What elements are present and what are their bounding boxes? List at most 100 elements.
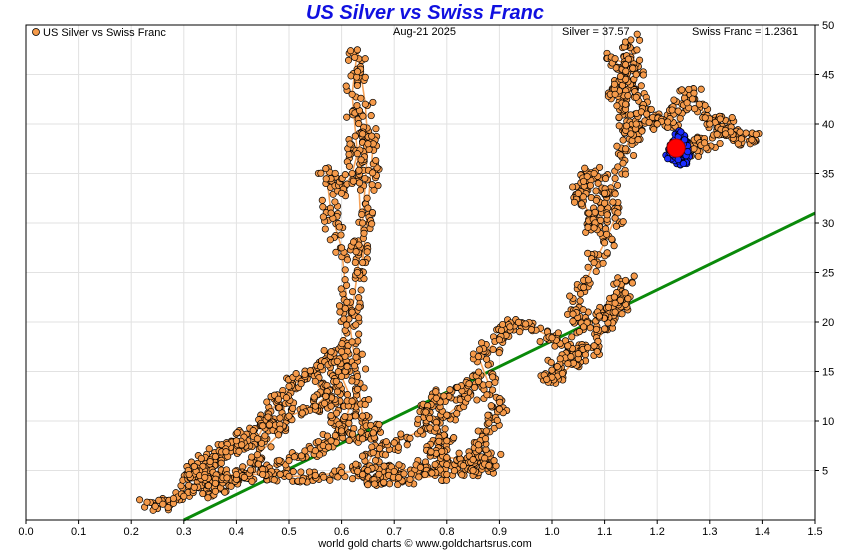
data-point [353, 101, 361, 110]
data-point [316, 451, 324, 459]
data-point [681, 136, 689, 144]
data-point [601, 325, 609, 333]
data-point [276, 470, 284, 478]
data-point [627, 36, 635, 44]
data-point [752, 130, 760, 138]
data-point [568, 333, 576, 341]
data-point [579, 193, 587, 201]
data-point [597, 216, 605, 224]
data-point [306, 367, 314, 375]
data-point [343, 113, 351, 121]
data-point [536, 337, 544, 346]
data-point [630, 151, 638, 160]
data-point [590, 259, 598, 267]
x-tick-label: 0.6 [334, 526, 349, 538]
data-point [650, 125, 658, 133]
data-point [327, 412, 335, 420]
data-point [639, 71, 647, 79]
data-point [516, 328, 524, 336]
data-point [624, 55, 632, 63]
data-point [706, 120, 714, 128]
data-point [320, 399, 329, 407]
data-point [343, 391, 352, 399]
data-point [359, 219, 367, 227]
data-point [331, 169, 339, 177]
data-point [343, 321, 351, 329]
data-point [357, 428, 365, 436]
data-point [317, 169, 325, 177]
x-tick-label: 0.4 [229, 526, 244, 538]
data-point [332, 248, 340, 256]
data-point [348, 308, 356, 316]
data-point [233, 429, 241, 437]
data-point [643, 110, 651, 118]
data-point [613, 142, 621, 150]
data-point [395, 474, 403, 482]
data-point [352, 460, 360, 468]
data-point [683, 99, 691, 107]
data-point [580, 283, 588, 291]
x-tick-label: 1.5 [807, 526, 822, 538]
data-point [320, 473, 328, 481]
data-point [355, 314, 363, 322]
data-point [333, 388, 342, 396]
data-point [623, 122, 631, 130]
x-axis-ticks: 0.0 0.1 0.2 0.3 0.4 0.5 0.6 0.7 0.8 0.9 1.0 1.1 1.2 1… [18, 520, 823, 538]
data-point [325, 443, 333, 451]
data-point [254, 460, 262, 468]
data-point [428, 469, 436, 477]
legend-label: US Silver vs Swiss Franc [43, 27, 166, 39]
data-point [282, 394, 290, 402]
data-point [497, 450, 505, 458]
data-point [624, 295, 632, 303]
data-point [354, 467, 362, 475]
data-point [368, 209, 377, 217]
data-point [334, 368, 342, 376]
data-point [694, 152, 702, 161]
y-tick-label: 10 [822, 416, 834, 428]
data-point [670, 96, 678, 104]
data-point [335, 302, 344, 310]
data-point [742, 129, 750, 137]
data-point [355, 303, 363, 311]
data-point [471, 383, 479, 392]
data-point [348, 90, 356, 98]
data-point [352, 353, 360, 361]
data-point [298, 477, 306, 485]
data-point [611, 90, 619, 98]
data-point [359, 470, 367, 479]
data-point [697, 85, 705, 93]
data-point [358, 452, 367, 460]
x-tick-label: 0.7 [387, 526, 402, 538]
data-point [548, 334, 556, 342]
data-point [406, 434, 414, 442]
data-point [361, 73, 369, 81]
data-point [406, 475, 414, 483]
data-point [616, 296, 624, 304]
data-point [487, 402, 495, 410]
data-point [569, 310, 577, 318]
data-point [275, 404, 283, 412]
data-point [678, 86, 686, 94]
legend-marker-icon [32, 28, 40, 36]
data-point [376, 444, 384, 453]
data-point [270, 476, 278, 484]
data-point [400, 470, 408, 478]
data-point [340, 315, 348, 323]
data-point [443, 437, 451, 445]
data-point [274, 431, 283, 439]
data-point [259, 422, 267, 430]
data-point [584, 276, 593, 284]
data-point [497, 326, 506, 334]
data-point [337, 285, 345, 293]
data-point [151, 502, 159, 510]
data-point [362, 365, 370, 373]
data-point [464, 394, 472, 402]
data-point [586, 181, 595, 190]
data-point [390, 439, 398, 447]
data-point [222, 448, 230, 456]
data-point [363, 248, 371, 256]
data-point [453, 409, 461, 418]
data-point [344, 56, 353, 64]
data-point [579, 306, 587, 314]
